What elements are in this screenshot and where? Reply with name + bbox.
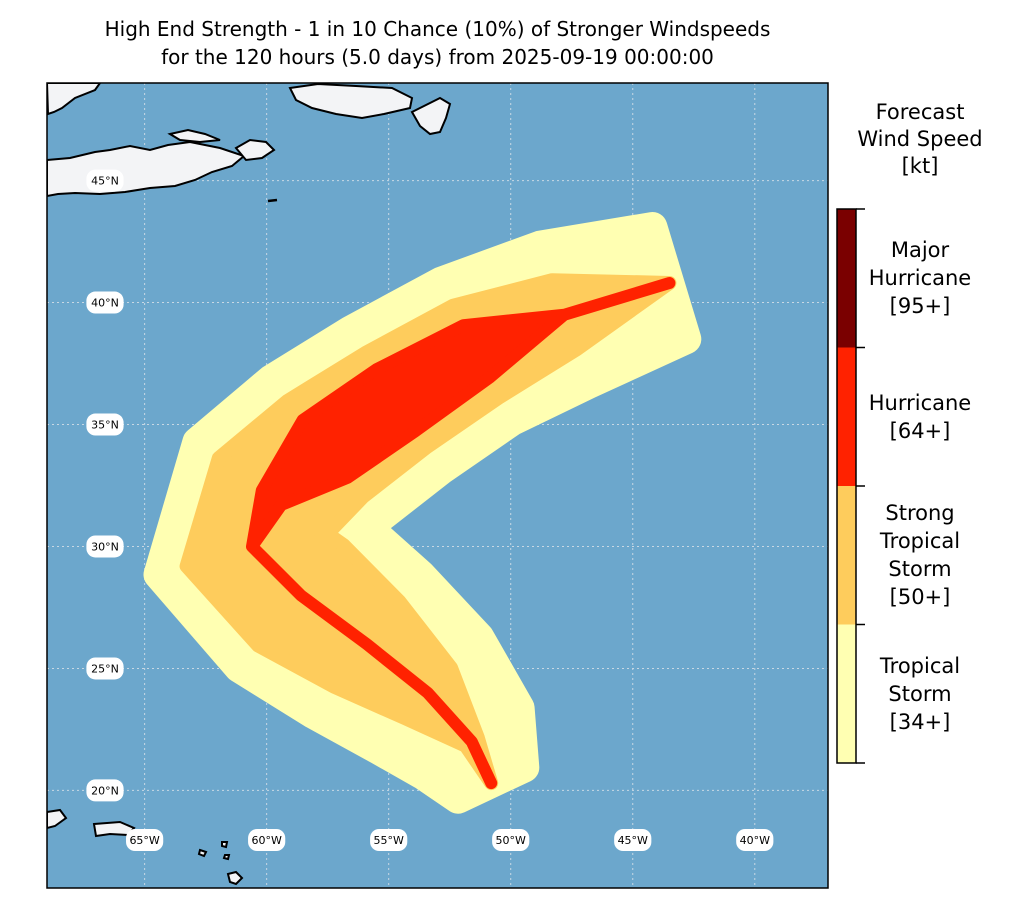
colorbar-frame [836, 208, 857, 764]
map-frame [46, 82, 829, 889]
colorbar-category-line: Hurricane [868, 266, 972, 291]
colorbar-category-label: Major Hurricane [95+] [845, 236, 995, 320]
colorbar-category-line: [95+] [889, 294, 951, 319]
latitude-label: 40°N [91, 297, 119, 310]
colorbar-category-line: [50+] [889, 585, 951, 610]
latitude-label-background [86, 169, 124, 192]
colorbar-category-line: Hurricane [868, 390, 972, 415]
colorbar-swatch [837, 486, 856, 625]
colorbar-title-line: Forecast [875, 100, 965, 124]
latitude-label-background [86, 413, 124, 436]
colorbar-category-line: [64+] [889, 418, 951, 443]
longitude-label-background [736, 829, 774, 851]
longitude-label-background [370, 829, 408, 851]
longitude-labels: 65°W 60°W 55°W 50°W 45°W 40°W [126, 829, 774, 851]
cape-breton-island [234, 138, 276, 162]
colorbar-category-line: Major [890, 238, 950, 263]
colorbar-category-line: Storm [888, 681, 952, 706]
colorbar-category-label: Hurricane [64+] [845, 389, 995, 445]
latitude-label-background [86, 779, 124, 802]
colorbar-category-label: Strong Tropical Storm [50+] [845, 499, 995, 611]
colorbar-title-line: Wind Speed [857, 127, 983, 151]
latitude-label: 35°N [91, 419, 119, 432]
latitude-label-background [86, 535, 124, 558]
colorbar-category-label: Tropical Storm [34+] [845, 652, 995, 736]
nova-scotia-and-mainland [47, 83, 247, 198]
colorbar [836, 208, 865, 764]
newfoundland-landmass [288, 83, 414, 120]
longitude-label: 60°W [251, 834, 281, 847]
hurricane-wind-area [246, 277, 676, 790]
longitude-label-background [614, 829, 652, 851]
longitude-label-background [248, 829, 286, 851]
wind-swath [143, 212, 702, 814]
avalon-peninsula [410, 96, 452, 136]
longitude-label: 55°W [374, 834, 404, 847]
chart-title-line-1: High End Strength - 1 in 10 Chance (10%)… [104, 17, 771, 41]
latitude-labels: 45°N 40°N 35°N 30°N 25°N 20°N [86, 169, 124, 802]
latitude-label: 25°N [91, 662, 119, 675]
chart-title-line-2: for the 120 hours (5.0 days) from 2025-0… [161, 45, 714, 69]
longitude-label: 50°W [496, 834, 526, 847]
longitude-label: 40°W [740, 834, 770, 847]
latitude-label: 45°N [91, 175, 119, 188]
latitude-label: 20°N [91, 784, 119, 797]
latitude-label-background [86, 291, 124, 314]
colorbar-swatch [837, 209, 856, 348]
pei-island [167, 128, 221, 144]
longitude-label-background [126, 829, 164, 851]
colorbar-title: Forecast Wind Speed [kt] [830, 99, 1010, 180]
longitude-label: 65°W [129, 834, 159, 847]
colorbar-title-line: [kt] [901, 154, 939, 178]
longitude-label-background [492, 829, 530, 851]
colorbar-category-line: [34+] [889, 709, 951, 734]
colorbar-category-line: Tropical [879, 529, 961, 554]
latitude-label: 30°N [91, 540, 119, 553]
colorbar-category-line: Storm [888, 557, 952, 582]
colorbar-category-line: Tropical [879, 653, 961, 678]
colorbar-swatch [837, 624, 856, 763]
land-layer [47, 83, 452, 886]
longitude-label: 45°W [618, 834, 648, 847]
sable-island [267, 198, 278, 203]
colorbar-category-line: Strong [885, 501, 955, 526]
latitude-label-background [86, 657, 124, 680]
colorbar-swatch [837, 347, 856, 486]
